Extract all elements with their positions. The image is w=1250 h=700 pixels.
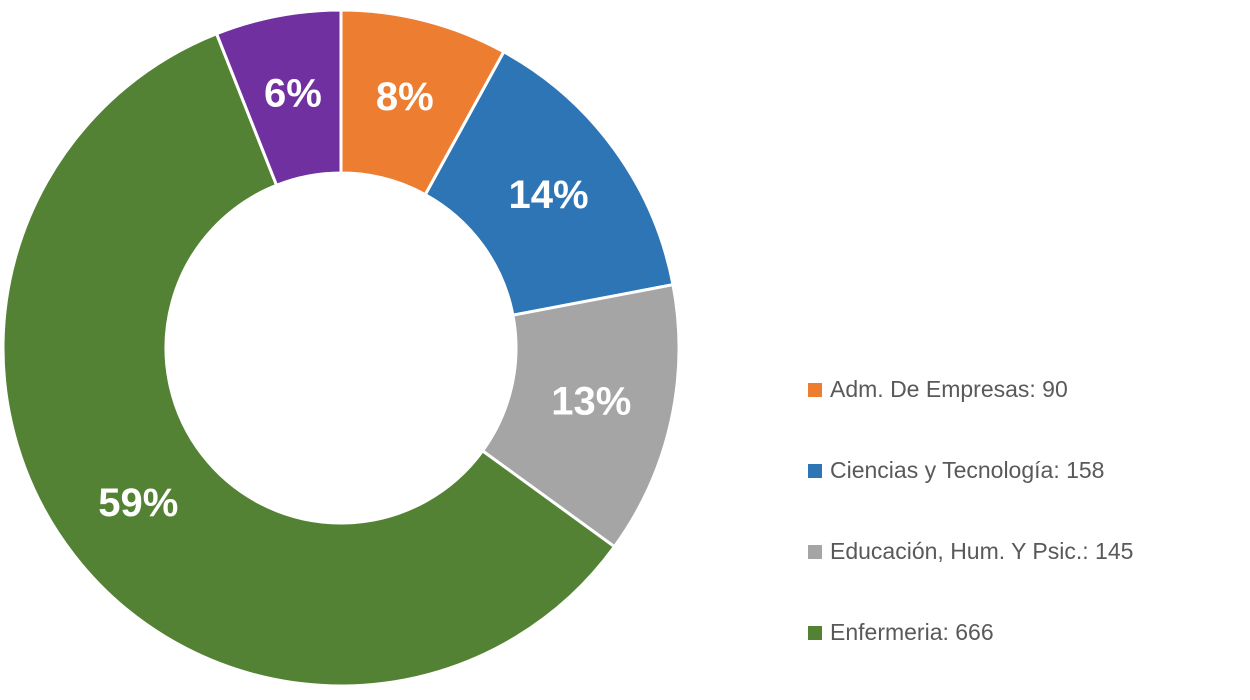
legend-label: Enfermeria: 666: [830, 619, 994, 645]
legend-label: Ciencias y Tecnología: 158: [830, 457, 1105, 483]
donut-segment: [423, 49, 675, 317]
legend-swatch: [808, 383, 822, 397]
data-label: 13%: [551, 380, 631, 424]
donut-segment: [1, 31, 617, 688]
donut-chart: 8% 14% 13% 59% 6%: [1, 8, 681, 688]
legend-swatch: [808, 626, 822, 640]
data-label: 59%: [98, 481, 178, 525]
legend-swatch: [808, 464, 822, 478]
legend-item: Enfermeria: 666: [808, 612, 1228, 653]
legend-label: Adm. De Empresas: 90: [830, 376, 1068, 402]
donut-segment: [480, 282, 681, 549]
legend-item: Ciencias y Tecnología: 158: [808, 450, 1228, 491]
legend-swatch: [808, 545, 822, 559]
legend-label: Educación, Hum. Y Psic.: 145: [830, 538, 1134, 564]
data-label: 14%: [508, 173, 588, 217]
data-label: 8%: [376, 75, 434, 119]
legend-item: Educación, Hum. Y Psic.: 145: [808, 531, 1228, 572]
donut-segment: [214, 8, 343, 188]
legend-item: Adm. De Empresas: 90: [808, 369, 1228, 410]
data-label: 6%: [264, 72, 322, 116]
